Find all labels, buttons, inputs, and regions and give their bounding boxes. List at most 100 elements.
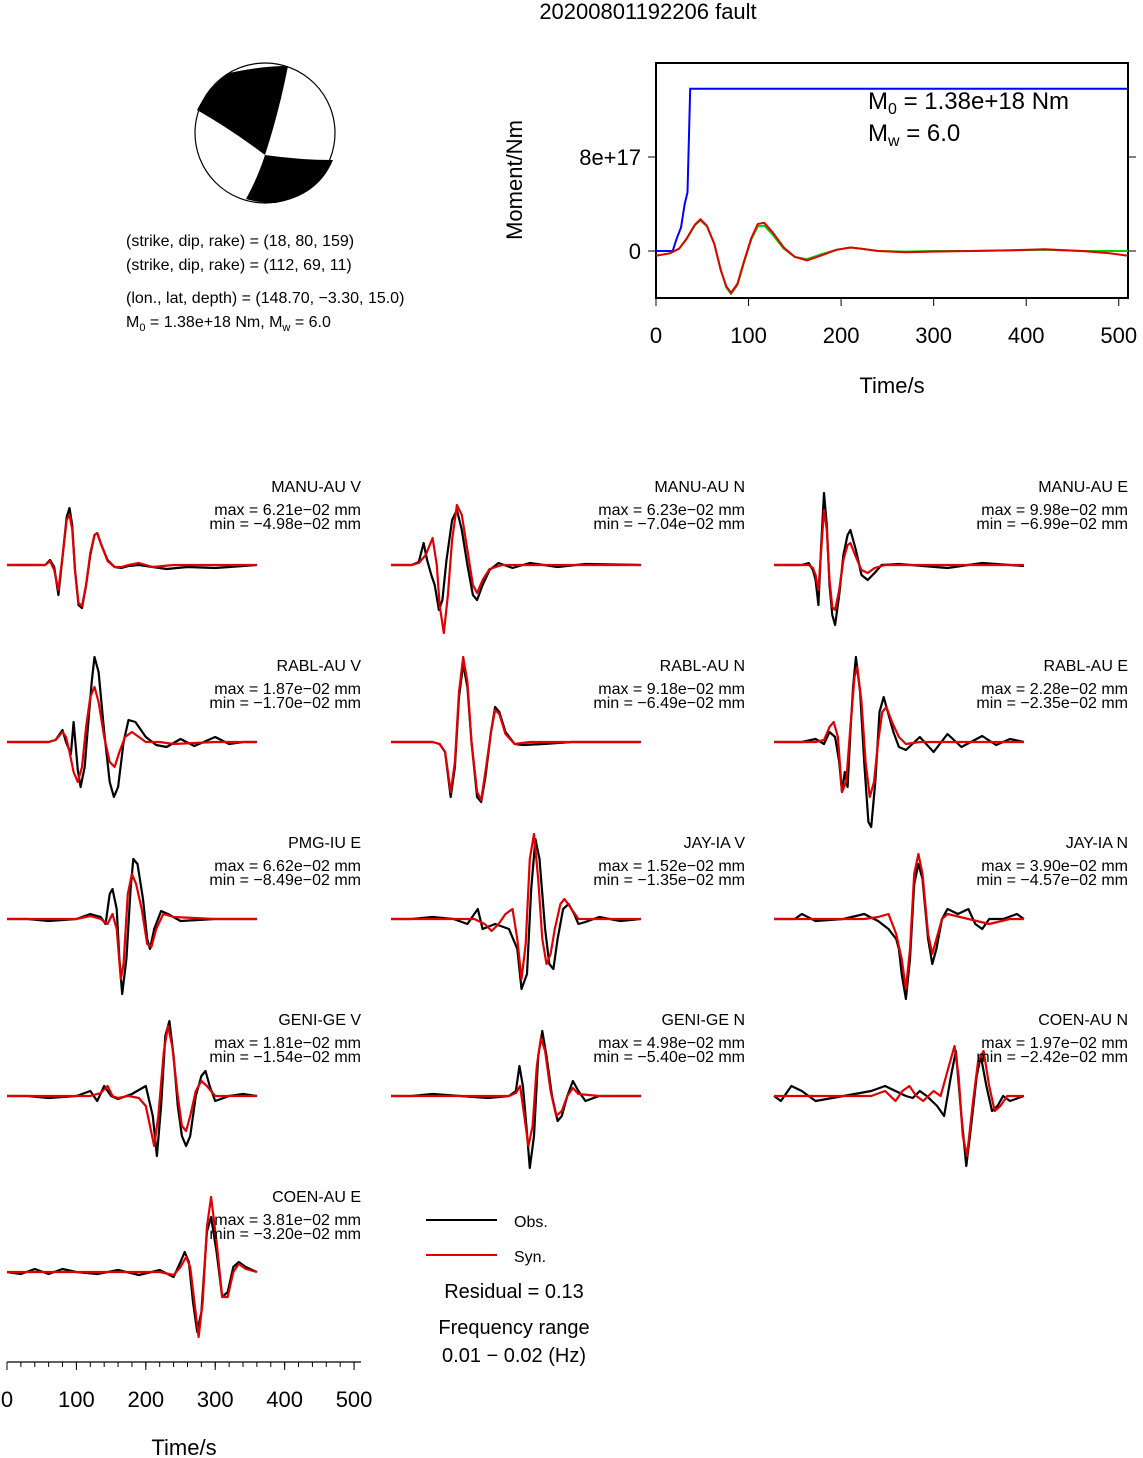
time-axis-tick-label: 0 [1, 1387, 13, 1412]
trace-min-label: min = −1.35e−02 mm [593, 872, 745, 889]
trace-min-label: min = −2.42e−02 mm [976, 1049, 1128, 1066]
trace-max-label: max = 2.28e−02 mm [981, 681, 1128, 698]
waveform-time-axis: 0 100 200 300 400 500 Time/s [1, 1361, 373, 1458]
moment-m0-annotation: M0 = 1.38e+18 Nm [868, 88, 1069, 118]
trace-min-label: min = −5.40e−02 mm [593, 1049, 745, 1066]
moment-series-srf_a [655, 219, 1128, 296]
moment-x-tick-label: 200 [823, 323, 860, 348]
legend: Obs. Syn. Residual = 0.13 Frequency rang… [426, 1214, 590, 1367]
mechanism-text: (strike, dip, rake) = (18, 80, 159) (str… [126, 233, 404, 334]
frequency-range-value: 0.01 − 0.02 (Hz) [442, 1345, 586, 1367]
trace-max-label: max = 6.21e−02 mm [214, 502, 361, 519]
time-axis-tick-label: 100 [58, 1387, 95, 1412]
moment-x-tick-label: 0 [650, 323, 662, 348]
moment-x-tick-label: 500 [1100, 323, 1137, 348]
moment-x-axis-label: Time/s [859, 373, 924, 398]
synthetic-trace [774, 852, 1024, 991]
moment-mw-part: M [868, 120, 888, 147]
station-label: COEN-AU N [1038, 1012, 1128, 1029]
observed-trace [391, 1029, 641, 1170]
synthetic-trace [391, 503, 641, 635]
moment-series-srf_b [655, 217, 1129, 295]
trace-min-label: min = −4.98e−02 mm [209, 516, 361, 533]
time-axis-tick-label: 500 [336, 1387, 373, 1412]
synthetic-trace [7, 1024, 257, 1148]
moment-m0-part: M [868, 88, 888, 115]
trace-max-label: max = 4.98e−02 mm [598, 1035, 745, 1052]
trace-min-label: min = −1.70e−02 mm [209, 695, 361, 712]
trace-max-label: max = 1.52e−02 mm [598, 858, 745, 875]
trace-max-label: max = 9.18e−02 mm [598, 681, 745, 698]
frequency-range-label: Frequency range [438, 1317, 589, 1339]
station-label: JAY-IA N [1066, 835, 1128, 852]
moment-y-tick-label: 0 [629, 239, 641, 264]
beachball-compressional-quadrant-1 [197, 66, 288, 155]
moment-mw-part: = 6.0 [900, 120, 961, 147]
station-label: MANU-AU V [271, 479, 361, 496]
observed-trace [774, 655, 1025, 829]
trace-max-label: max = 1.97e−02 mm [981, 1035, 1128, 1052]
moment-x-tick-label: 400 [1008, 323, 1045, 348]
moment-series-cumulative [656, 87, 1128, 252]
time-axis-tick-label: 400 [266, 1387, 303, 1412]
moment-plot-frame [655, 62, 1129, 299]
station-label: GENI-GE N [661, 1012, 745, 1029]
residual-label: Residual = 0.13 [444, 1281, 584, 1303]
trace-max-label: max = 6.62e−02 mm [214, 858, 361, 875]
nodal-plane-1: (strike, dip, rake) = (18, 80, 159) [126, 233, 354, 250]
time-axis-label: Time/s [151, 1435, 216, 1458]
beachball-compressional-quadrant-2 [246, 155, 333, 203]
trace-min-label: min = −2.35e−02 mm [976, 695, 1128, 712]
moment-mw-annotation: Mw = 6.0 [868, 120, 960, 150]
station-label: JAY-IA V [684, 835, 746, 852]
moment-y-tick-label: 8e+17 [579, 145, 641, 170]
observed-trace [391, 508, 641, 612]
nodal-plane-2: (strike, dip, rake) = (112, 69, 11) [126, 257, 352, 274]
trace-max-label: max = 6.23e−02 mm [598, 502, 745, 519]
trace-min-label: min = −6.99e−02 mm [976, 516, 1128, 533]
trace-max-label: max = 1.81e−02 mm [214, 1035, 361, 1052]
moment-magnitude: M0 = 1.38e+18 Nm, Mw = 6.0 [126, 314, 331, 334]
trace-min-label: min = −3.20e−02 mm [209, 1226, 361, 1243]
trace-max-label: max = 9.98e−02 mm [981, 502, 1128, 519]
moment-x-tick-label: 100 [730, 323, 767, 348]
source-location: (lon., lat, depth) = (148.70, −3.30, 15.… [126, 290, 404, 307]
observed-trace [774, 862, 1025, 1001]
synthetic-trace [7, 513, 257, 608]
synthetic-trace [774, 1044, 1024, 1158]
moment-y-axis-label: Moment/Nm [502, 120, 527, 240]
trace-min-label: min = −1.54e−02 mm [209, 1049, 361, 1066]
observed-trace [773, 1049, 1025, 1168]
observed-trace [7, 857, 257, 996]
synthetic-trace [391, 832, 641, 981]
trace-min-label: min = −6.49e−02 mm [593, 695, 745, 712]
trace-min-label: min = −8.49e−02 mm [209, 872, 361, 889]
station-label: PMG-IU E [288, 835, 361, 852]
figure-title: 20200801192206 fault [539, 0, 756, 24]
trace-max-label: max = 1.87e−02 mm [214, 681, 361, 698]
moment-m0-part: = 1.38e+18 Nm [897, 88, 1069, 115]
observed-trace [7, 655, 257, 799]
station-label: RABL-AU E [1044, 658, 1128, 675]
synthetic-trace [774, 508, 1024, 612]
station-label: RABL-AU N [660, 658, 745, 675]
synthetic-trace [391, 1036, 641, 1148]
trace-min-label: min = −7.04e−02 mm [593, 516, 745, 533]
moment-x-tick-label: 300 [915, 323, 952, 348]
legend-obs-label: Obs. [514, 1214, 548, 1231]
trace-min-label: min = −4.57e−02 mm [976, 872, 1128, 889]
moment-plot: 0 100 200 300 400 500 0 8e+17 Time/s Moment/Nm M0 … [502, 62, 1137, 398]
trace-max-label: max = 3.81e−02 mm [214, 1212, 361, 1229]
synthetic-trace [774, 665, 1024, 799]
